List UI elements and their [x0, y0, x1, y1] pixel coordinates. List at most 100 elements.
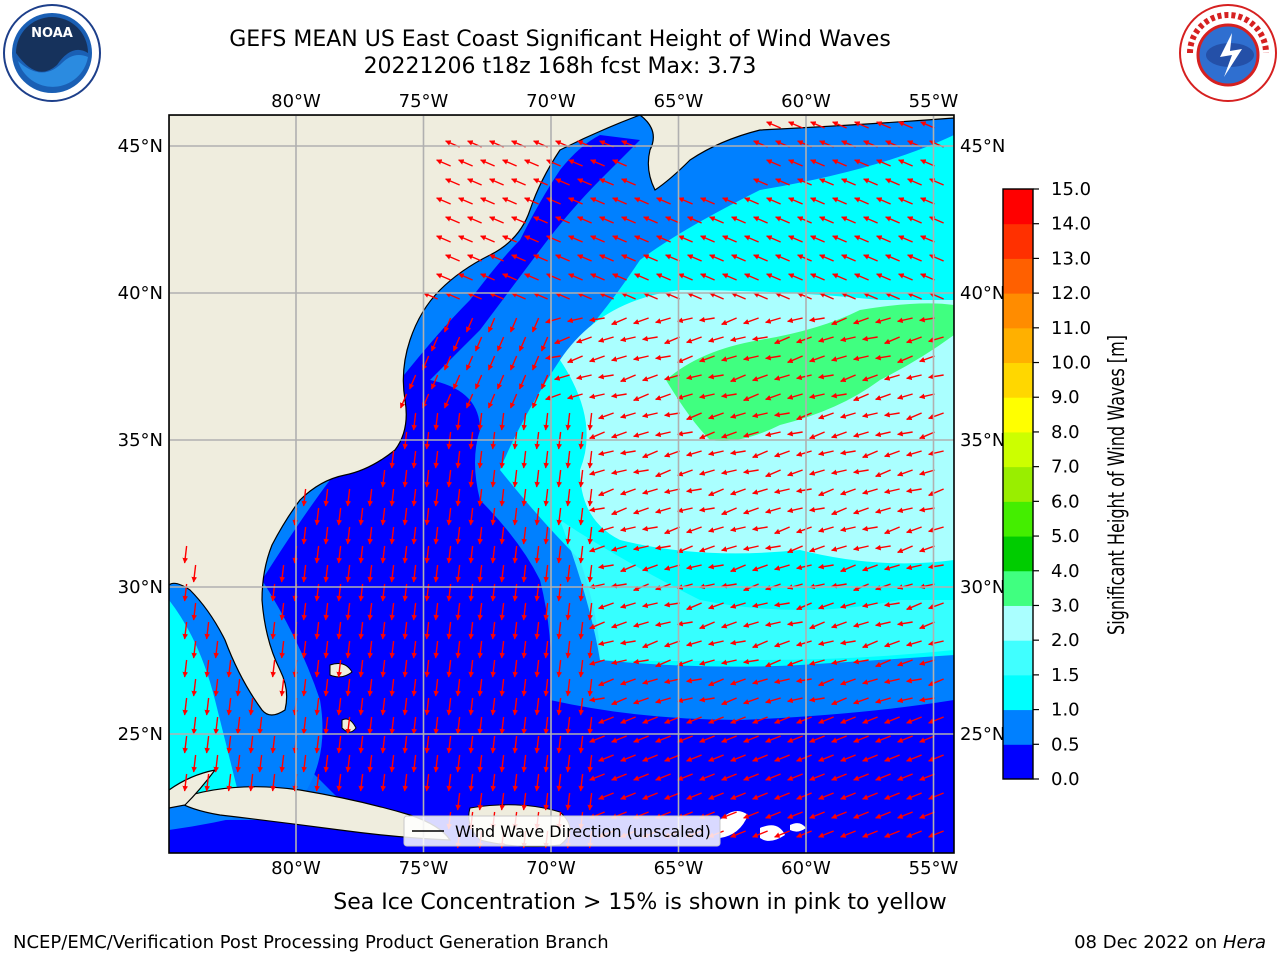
wave-direction-arrow — [862, 374, 878, 382]
wave-direction-arrow — [655, 354, 671, 361]
axis-labels: 80°W 80°W 75°W 75°W 70°W 70°W 65°W 65°W 60°W 60°W… — [118, 91, 1006, 879]
wave-direction-arrow — [655, 697, 671, 704]
colorbar-tick-label: 13.0 — [1051, 248, 1091, 269]
wave-direction-arrow — [853, 431, 869, 438]
wave-direction-arrow — [191, 602, 198, 621]
wave-direction-arrow — [587, 754, 594, 773]
wave-direction-arrow — [765, 317, 781, 324]
wave-direction-arrow — [345, 488, 352, 507]
wave-direction-arrow — [655, 431, 671, 438]
wave-direction-arrow — [587, 602, 594, 621]
wave-direction-arrow — [765, 544, 781, 551]
wave-direction-arrow — [543, 678, 550, 697]
wave-direction-arrow — [477, 526, 484, 545]
wave-direction-arrow — [411, 640, 418, 659]
wave-direction-arrow — [876, 159, 891, 167]
wave-direction-arrow — [753, 254, 768, 262]
wave-direction-arrow — [752, 564, 768, 572]
wave-direction-arrow — [533, 216, 548, 224]
wave-direction-arrow — [345, 640, 352, 659]
wave-direction-arrow — [766, 235, 781, 243]
wave-direction-arrow — [182, 659, 189, 678]
wave-direction-arrow — [875, 507, 891, 514]
wave-direction-arrow — [358, 507, 365, 526]
band-0.0-0.5 — [169, 135, 954, 853]
wave-direction-arrow — [490, 621, 497, 640]
wave-direction-arrow — [862, 564, 878, 572]
wave-direction-arrow — [496, 336, 505, 352]
wave-direction-arrow — [797, 178, 812, 186]
wave-direction-arrow — [235, 716, 242, 735]
wave-direction-arrow — [248, 697, 255, 716]
wave-direction-arrow — [589, 735, 605, 743]
wave-direction-arrow — [445, 216, 460, 224]
wave-direction-arrow — [774, 601, 790, 608]
wave-direction-arrow — [642, 525, 658, 532]
wave-direction-arrow — [863, 178, 878, 186]
wave-direction-arrow — [677, 507, 693, 514]
wave-direction-arrow — [534, 735, 541, 754]
wave-direction-arrow — [721, 811, 737, 819]
wave-direction-arrow — [929, 216, 944, 224]
wave-direction-arrow — [477, 792, 484, 811]
wave-direction-arrow — [455, 792, 462, 811]
wave-direction-arrow — [765, 735, 781, 743]
wave-direction-arrow — [446, 621, 453, 640]
wave-direction-arrow — [818, 412, 834, 420]
wave-direction-arrow — [279, 754, 286, 773]
wave-direction-arrow — [587, 640, 594, 659]
wave-direction-arrow — [664, 678, 680, 685]
lon-tick-label: 60°W — [781, 91, 831, 112]
wave-direction-arrow — [699, 469, 715, 476]
wave-direction-arrow — [655, 469, 671, 478]
wave-direction-arrow — [906, 830, 922, 838]
wave-direction-arrow — [323, 488, 330, 507]
wave-direction-arrow — [490, 773, 497, 792]
wave-direction-arrow — [411, 526, 418, 545]
wave-direction-arrow — [832, 159, 847, 167]
wave-direction-arrow — [408, 374, 417, 390]
wave-direction-arrow — [730, 678, 746, 686]
wave-direction-arrow — [524, 273, 539, 281]
wave-direction-arrow — [589, 696, 605, 703]
wave-direction-arrow — [599, 178, 614, 186]
wave-direction-arrow — [853, 697, 869, 705]
wave-direction-arrow — [314, 773, 321, 792]
wave-direction-arrow — [708, 640, 724, 647]
wave-direction-arrow — [752, 716, 768, 724]
wave-direction-arrow — [621, 178, 636, 186]
wave-direction-arrow — [765, 431, 781, 438]
wave-direction-arrow — [897, 811, 913, 819]
wave-direction-arrow — [578, 507, 585, 526]
wave-direction-arrow — [831, 469, 847, 476]
lat-tick-label-left: 25°N — [118, 724, 163, 745]
wave-direction-arrow — [862, 830, 878, 838]
wave-direction-arrow — [270, 735, 277, 754]
wave-direction-arrow — [919, 696, 935, 703]
wave-direction-arrow — [907, 216, 922, 224]
wave-direction-arrow — [788, 197, 803, 205]
wave-direction-arrow — [512, 507, 519, 526]
wave-direction-arrow — [920, 197, 935, 205]
wave-direction-arrow — [876, 121, 891, 129]
wave-direction-arrow — [248, 773, 255, 792]
wave-direction-arrow — [336, 659, 343, 678]
wave-direction-arrow — [664, 754, 680, 762]
wave-direction-arrow — [875, 431, 891, 438]
wave-direction-arrow — [490, 735, 497, 754]
wave-direction-arrow — [818, 450, 834, 457]
wave-direction-arrow — [555, 254, 570, 262]
wave-direction-arrow — [730, 336, 746, 343]
wave-direction-arrow — [677, 545, 693, 554]
wave-direction-arrow — [213, 716, 220, 735]
wave-direction-arrow — [853, 811, 869, 819]
wave-direction-arrow — [611, 735, 627, 743]
wave-direction-arrow — [411, 602, 418, 621]
colorbar-swatch — [1003, 258, 1033, 294]
wave-direction-arrow — [511, 254, 526, 262]
wave-direction-arrow — [796, 754, 812, 762]
wave-direction-arrow — [906, 792, 922, 800]
wave-direction-arrow — [587, 564, 594, 583]
wave-direction-arrow — [920, 121, 935, 129]
wave-direction-arrow — [402, 773, 409, 792]
